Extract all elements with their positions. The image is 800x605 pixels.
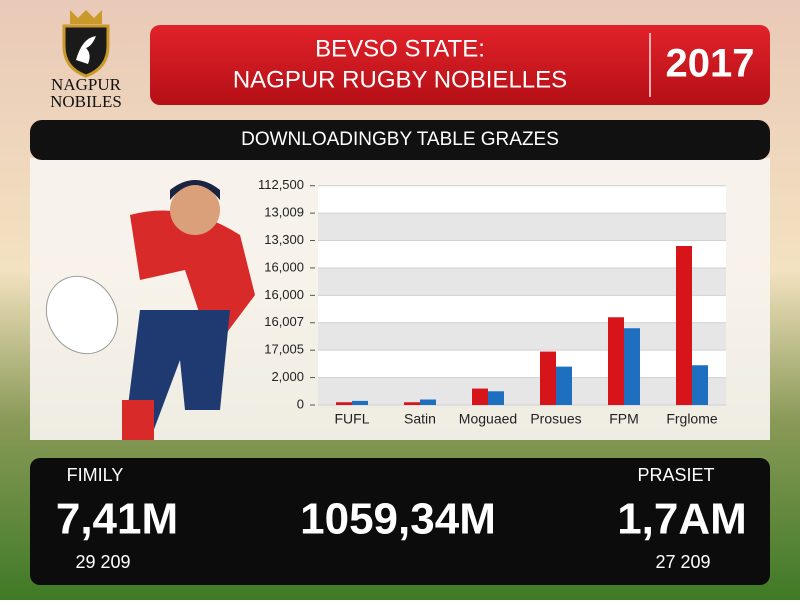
panel-title: DOWNLOADINGBY TABLE GRAZES (241, 129, 559, 150)
header-year: 2017 (666, 42, 755, 86)
header-banner (150, 25, 770, 105)
bar (676, 246, 692, 405)
bar (608, 317, 624, 405)
stat-value: 7,41M (56, 495, 178, 544)
header-title: NAGPUR RUGBY NOBIELLES (233, 66, 567, 93)
stat-value: 1,7AM (617, 495, 747, 544)
x-tick-label: Satin (404, 411, 436, 427)
grid-band (318, 322, 726, 351)
x-tick-label: Frglome (666, 411, 718, 427)
grid-band (318, 240, 726, 268)
stat-value: 1059,34M (300, 495, 496, 544)
panel-header (30, 120, 770, 160)
logo-text: NOBILES (50, 92, 122, 111)
bar (692, 365, 708, 405)
x-tick-label: FUFL (335, 411, 370, 427)
y-tick-label: 16,000 (264, 287, 304, 302)
logo (62, 10, 110, 78)
y-tick-label: 2,000 (271, 369, 304, 384)
stat-label: PRASIET (637, 465, 714, 485)
bar (420, 399, 436, 405)
grid-band (318, 267, 726, 296)
grid-band (318, 185, 726, 214)
bar (488, 391, 504, 405)
x-tick-label: Moguaed (459, 411, 517, 427)
y-tick-label: 0 (297, 396, 304, 411)
grid-band (318, 295, 726, 323)
bar (472, 388, 488, 405)
grid-band (318, 350, 726, 378)
bar (624, 328, 640, 405)
stat-sub: 29 209 (75, 552, 130, 572)
y-tick-label: 17,005 (264, 342, 304, 357)
y-tick-label: 13,300 (264, 232, 304, 247)
y-tick-label: 13,009 (264, 205, 304, 220)
stat-label: FIMILY (67, 465, 124, 485)
header-title: BEVSO STATE: (315, 35, 485, 62)
y-tick-label: 16,007 (264, 314, 304, 329)
bar (540, 351, 556, 405)
bar (404, 402, 420, 405)
grid-band (318, 377, 726, 405)
bar (336, 402, 352, 405)
logo-text: NAGPUR (51, 75, 122, 94)
bar (556, 366, 572, 405)
y-tick-label: 112,500 (258, 177, 304, 192)
y-tick-label: 16,000 (264, 259, 304, 274)
bar (352, 400, 368, 405)
stats-panel (30, 458, 770, 585)
stat-sub: 27 209 (655, 552, 710, 572)
x-tick-label: FPM (609, 411, 639, 427)
x-tick-label: Prosues (530, 411, 581, 427)
player-illustration (45, 180, 255, 440)
grid-band (318, 213, 726, 241)
